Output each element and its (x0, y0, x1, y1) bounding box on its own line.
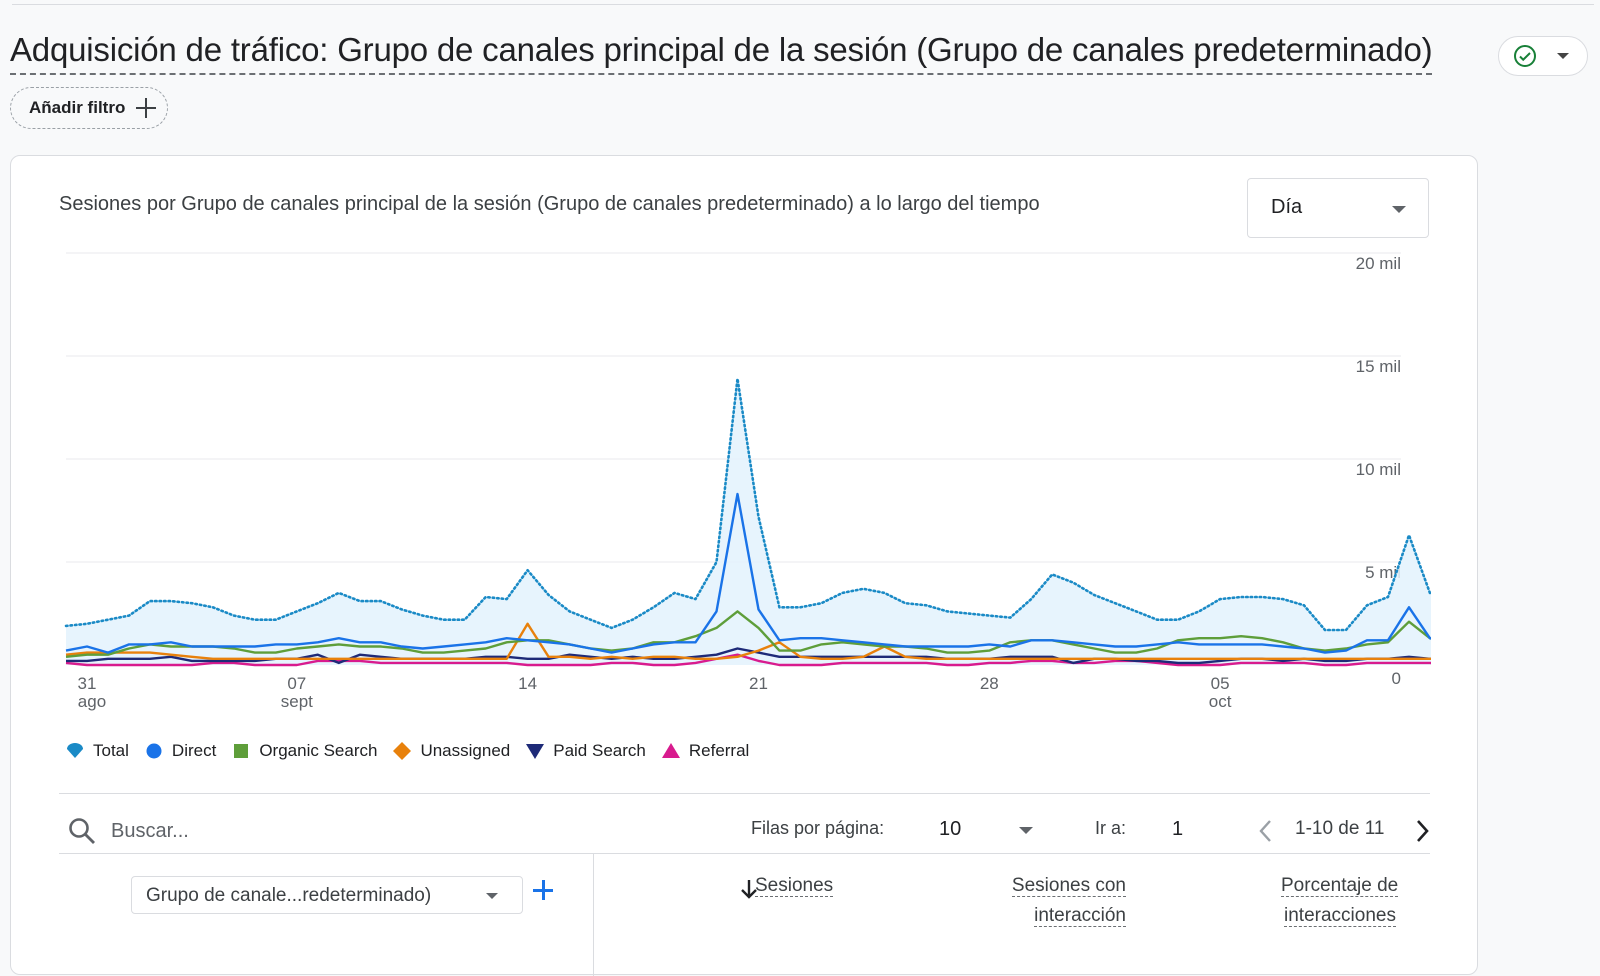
legend-label: Referral (688, 741, 750, 760)
pin-icon (67, 743, 83, 758)
total-area (66, 378, 1431, 665)
legend-item[interactable]: Unassigned (392, 741, 510, 761)
column-header-engagement-rate[interactable]: Porcentaje de interacciones (1281, 871, 1431, 931)
granularity-value: Día (1271, 196, 1303, 218)
legend-item[interactable]: Paid Search (525, 741, 646, 761)
divider (59, 853, 1430, 854)
legend-label: Total (93, 741, 129, 760)
x-tick-label: 28 (980, 674, 999, 693)
series-line-direct (65, 492, 1431, 654)
series-line-referral (65, 653, 1431, 667)
add-filter-button[interactable]: Añadir filtro (10, 87, 168, 129)
search-input[interactable] (111, 818, 461, 844)
legend-item[interactable]: Total (65, 741, 129, 761)
top-divider (12, 4, 1594, 5)
dimension-value: Grupo de canale...redeterminado) (146, 885, 432, 906)
x-tick-label: 05 (1211, 674, 1230, 693)
goto-page-input[interactable]: 1 (1172, 818, 1184, 840)
column-header-label: Sesiones (755, 875, 834, 897)
y-tick-label: 0 (1392, 669, 1401, 688)
column-header-label: interacciones (1284, 905, 1396, 927)
series-line-paid-search (66, 647, 1431, 665)
rows-per-page-select[interactable]: 10 (939, 818, 962, 840)
legend-label: Unassigned (420, 741, 511, 760)
x-tick-label: 07 (287, 674, 306, 693)
page-title[interactable]: Adquisición de tráfico: Grupo de canales… (10, 28, 1433, 75)
chevron-left-icon[interactable] (1255, 818, 1277, 844)
x-tick-label: 14 (518, 674, 537, 693)
check-circle-icon (1514, 45, 1536, 67)
granularity-select[interactable]: Día (1247, 178, 1429, 238)
legend-label: Direct (171, 741, 217, 760)
goto-label: Ir a: (1095, 818, 1127, 838)
rows-per-page-label: Filas por página: (751, 818, 885, 838)
chevron-down-icon[interactable] (1019, 827, 1033, 834)
circle-icon (146, 743, 162, 759)
legend-label: Organic Search (259, 741, 378, 760)
column-divider (593, 853, 594, 976)
y-tick-label: 5 mil (1365, 563, 1401, 582)
column-header-label: Sesiones con (1011, 875, 1126, 897)
y-tick-label: 20 mil (1356, 254, 1401, 273)
diamond-icon (393, 742, 412, 760)
legend-item[interactable]: Direct (144, 741, 216, 761)
report-status-chip[interactable] (1498, 36, 1588, 76)
y-tick-label: 10 mil (1356, 460, 1401, 479)
column-header-label: Porcentaje de (1281, 875, 1399, 897)
series-line-unassigned (65, 622, 1431, 660)
y-tick-label: 15 mil (1356, 357, 1401, 376)
chart-legend: Total Direct Organic Search Unassigned Paid … (65, 741, 764, 761)
x-tick-sublabel: sept (281, 692, 313, 711)
legend-label: Paid Search (553, 741, 646, 760)
x-tick-label: 21 (749, 674, 768, 693)
x-tick-sublabel: ago (78, 692, 106, 711)
legend-item[interactable]: Referral (661, 741, 749, 761)
card-content: Sesiones por Grupo de canales principal … (11, 156, 1431, 976)
series-line-total (64, 377, 1431, 632)
chevron-down-icon (1557, 53, 1569, 59)
sort-down-arrow-icon (741, 880, 757, 899)
add-dimension-button[interactable] (533, 880, 553, 900)
chevron-down-icon (486, 893, 498, 899)
square-icon (234, 744, 249, 758)
column-header-engaged-sessions[interactable]: Sesiones con interacción (996, 871, 1126, 931)
search-icon (69, 818, 95, 844)
chart-title: Sesiones por Grupo de canales principal … (59, 193, 1040, 215)
column-header-sessions[interactable]: Sesiones (755, 871, 834, 901)
x-tick-sublabel: oct (1209, 692, 1232, 711)
legend-item[interactable]: Organic Search (231, 741, 377, 761)
add-filter-label: Añadir filtro (29, 98, 126, 117)
chevron-down-icon (1392, 206, 1406, 213)
column-header-label: interacción (1034, 905, 1126, 927)
plus-icon (135, 97, 157, 119)
chart-card: Sesiones por Grupo de canales principal … (10, 155, 1478, 976)
triangle-up-icon (661, 743, 680, 758)
triangle-down-icon (526, 744, 545, 759)
dimension-select[interactable]: Grupo de canale...redeterminado) (131, 876, 523, 914)
page-range: 1-10 de 11 (1295, 818, 1385, 839)
x-tick-label: 31 (78, 674, 97, 693)
series-line-organic-search (65, 610, 1431, 658)
table-toolbar: Filas por página: 10 Ir a: 1 1-10 de 11 (59, 796, 1430, 860)
divider (59, 793, 1430, 794)
chevron-right-icon[interactable] (1411, 818, 1431, 844)
